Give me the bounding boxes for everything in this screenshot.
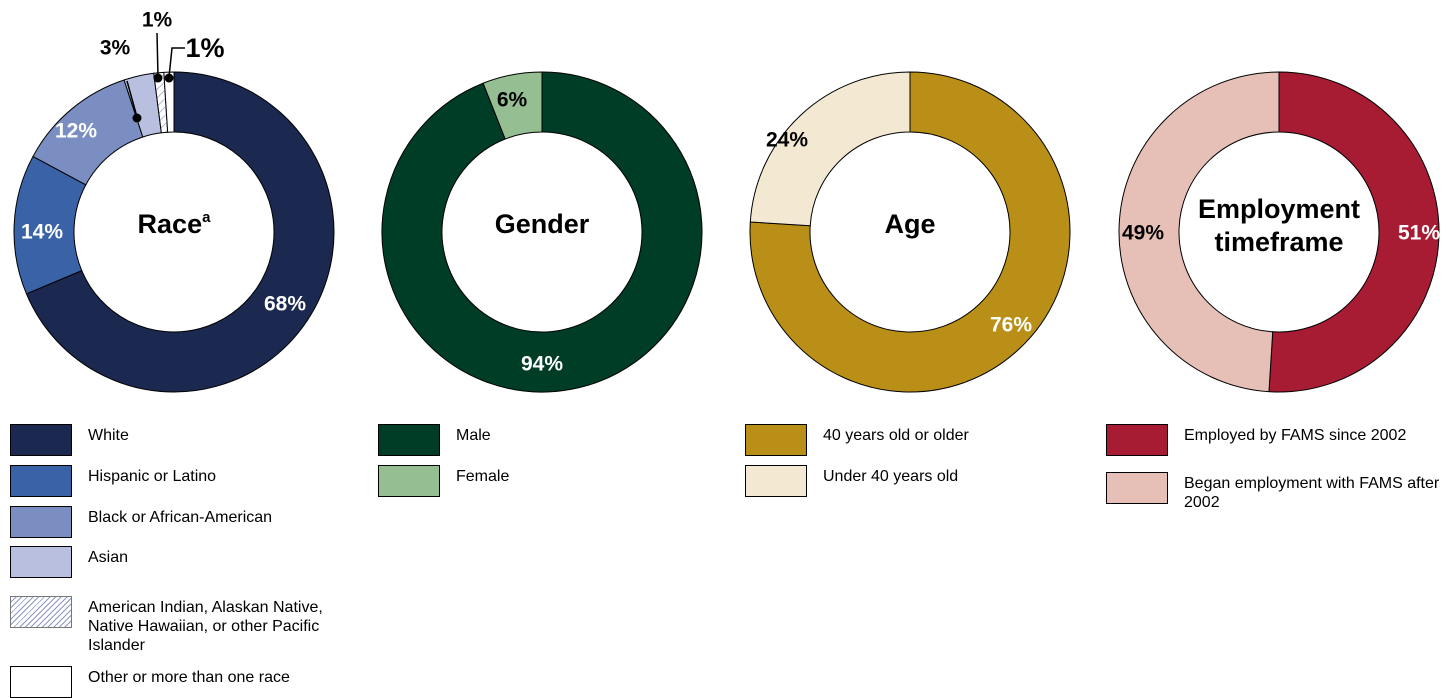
data-label-hispanic-or-latino: 14% xyxy=(21,221,63,244)
chart-title: Age xyxy=(884,209,935,239)
legend-label: Black or African-American xyxy=(88,509,273,526)
slice-white xyxy=(25,71,335,393)
data-label-female: 6% xyxy=(497,89,528,112)
slice-female xyxy=(482,71,543,140)
legend-swatch xyxy=(745,465,807,497)
slice-employed-by-fams-since-2002 xyxy=(1268,71,1440,393)
data-label-white: 68% xyxy=(264,293,306,316)
data-label-black-or-african-american: 12% xyxy=(55,120,97,143)
data-label-other-or-more-than-one-race: 1% xyxy=(185,33,224,63)
legend-swatch xyxy=(10,596,72,628)
donut-charts: 68% 14% 12% 3% 1% 1% Racea 94% 6% Gender 76% 24% Age… xyxy=(13,9,1440,393)
chart-title: Gender xyxy=(495,209,590,239)
data-label-employed-by-fams-since-2002: 51% xyxy=(1398,222,1440,245)
donut-chart-race: 68% 14% 12% 3% 1% 1% Racea xyxy=(13,9,335,393)
data-label-asian: 3% xyxy=(100,37,131,60)
leader-line xyxy=(156,32,159,78)
leader-dot xyxy=(132,113,142,123)
legend-label: Under 40 years old xyxy=(823,468,959,485)
chart-title: Racea xyxy=(138,209,212,239)
legend-label: Male xyxy=(456,427,491,444)
legend-swatch xyxy=(1106,472,1168,504)
leader-line xyxy=(168,47,185,78)
legend-label: White xyxy=(88,427,129,444)
leader-dot xyxy=(153,73,163,83)
donut-chart-age: 76% 24% Age xyxy=(749,71,1071,393)
legend-swatch xyxy=(10,546,72,578)
legend-swatch xyxy=(10,666,72,698)
title-superscript: a xyxy=(202,209,211,226)
legend-swatch xyxy=(378,465,440,497)
legend-label: Employed by FAMS since 2002 xyxy=(1184,427,1407,444)
slice-other-or-more-than-one-race xyxy=(163,71,175,133)
legend-label: Other or more than one race xyxy=(88,669,290,686)
legend-label: 40 years old or older xyxy=(823,427,969,444)
donut-chart-employment-timeframe: 51% 49% Employment timeframe xyxy=(1118,71,1440,393)
chart-title: Employment timeframe xyxy=(1198,194,1360,257)
slice-40-years-old-or-older xyxy=(749,71,1071,393)
legend-swatch xyxy=(378,424,440,456)
data-label-began-employment-with-fams-after-2002: 49% xyxy=(1122,222,1164,245)
data-label-american-indian-alaskan-native-native-hawaiian-or-other-pacific-islander: 1% xyxy=(142,9,173,32)
data-label-male: 94% xyxy=(521,353,563,376)
legend-swatch xyxy=(745,424,807,456)
legend-label: American Indian, Alaskan Native, Native … xyxy=(88,599,323,654)
legend-label: Asian xyxy=(88,549,129,566)
legend-swatch xyxy=(10,506,72,538)
legend-label: Female xyxy=(456,468,510,485)
legend-label: Hispanic or Latino xyxy=(88,468,217,485)
legend-swatch xyxy=(1106,424,1168,456)
leader-dot xyxy=(164,73,174,83)
slice-began-employment-with-fams-after-2002 xyxy=(1118,71,1280,393)
data-label-under-40-years-old: 24% xyxy=(766,129,808,152)
legend-swatch xyxy=(10,424,72,456)
leader-line xyxy=(126,80,138,118)
slice-male xyxy=(381,71,703,393)
legend-label: Began employment with FAMS after 2002 xyxy=(1184,475,1440,511)
data-label-40-years-old-or-older: 76% xyxy=(990,314,1032,337)
slice-under-40-years-old xyxy=(749,71,911,227)
donut-chart-gender: 94% 6% Gender xyxy=(381,71,703,393)
legend-swatch xyxy=(10,465,72,497)
